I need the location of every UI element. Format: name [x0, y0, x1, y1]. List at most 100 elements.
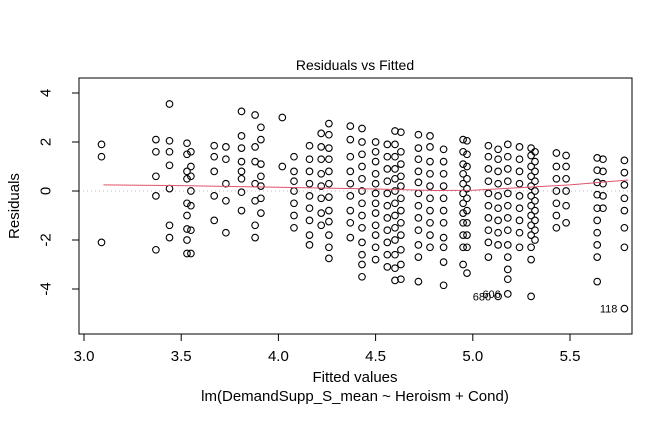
- data-point: [459, 169, 467, 178]
- data-point: [552, 187, 561, 195]
- data-point: [459, 160, 467, 168]
- data-point: [325, 179, 333, 188]
- data-point: [257, 209, 265, 217]
- data-point: [515, 204, 524, 213]
- data-point: [527, 243, 535, 252]
- data-point: [222, 228, 230, 237]
- x-tick-label: 4.5: [365, 348, 386, 365]
- data-point: [515, 155, 524, 164]
- data-point: [290, 152, 298, 161]
- data-point: [317, 221, 326, 230]
- data-point: [527, 221, 535, 230]
- data-point: [317, 182, 326, 190]
- data-point: [371, 255, 380, 264]
- data-point: [463, 231, 471, 239]
- x-tick-label: 3.0: [74, 348, 95, 365]
- data-point: [515, 167, 524, 176]
- data-point: [439, 157, 448, 166]
- data-point: [358, 138, 366, 146]
- data-point: [463, 136, 471, 145]
- data-point: [152, 192, 160, 200]
- data-point: [358, 150, 366, 159]
- data-point: [459, 209, 467, 217]
- data-point: [358, 238, 366, 247]
- data-point: [358, 223, 366, 232]
- data-point: [383, 214, 392, 222]
- x-tick-label: 5.5: [560, 348, 581, 365]
- data-point: [187, 162, 195, 171]
- data-point: [459, 135, 467, 144]
- data-point: [531, 216, 539, 225]
- data-point: [278, 162, 287, 171]
- data-point: [484, 253, 493, 261]
- data-point: [222, 179, 230, 188]
- data-point: [503, 265, 512, 274]
- data-point: [620, 156, 629, 165]
- data-point: [317, 209, 326, 217]
- data-point: [439, 169, 448, 178]
- data-point: [325, 231, 333, 239]
- data-point: [397, 260, 405, 269]
- data-point: [494, 179, 502, 188]
- data-point: [593, 166, 602, 175]
- outlier-label: 606: [482, 289, 500, 301]
- data-point: [397, 245, 405, 254]
- data-point: [358, 187, 366, 195]
- data-point: [183, 225, 191, 233]
- data-point: [463, 174, 471, 183]
- data-point: [346, 206, 355, 215]
- data-point: [383, 263, 392, 271]
- data-point: [552, 149, 561, 157]
- data-point: [358, 162, 366, 171]
- data-point: [484, 226, 493, 235]
- data-point: [152, 135, 160, 144]
- data-point: [183, 174, 191, 183]
- data-point: [620, 168, 629, 177]
- data-point: [463, 150, 471, 159]
- data-point: [527, 144, 535, 152]
- data-point: [593, 277, 602, 286]
- data-point: [290, 167, 298, 176]
- y-tick-label: -2: [38, 233, 55, 246]
- data-point: [187, 147, 195, 156]
- data-point: [515, 179, 524, 188]
- data-point: [383, 250, 392, 259]
- data-point: [494, 192, 502, 200]
- data-point: [494, 241, 502, 249]
- data-point: [527, 292, 535, 301]
- data-point: [527, 255, 535, 264]
- data-point: [459, 243, 467, 252]
- data-point: [237, 107, 246, 116]
- data-point: [527, 231, 535, 239]
- data-point: [552, 199, 561, 208]
- data-point: [187, 226, 195, 235]
- data-point: [503, 290, 512, 298]
- data-point: [317, 194, 326, 203]
- data-point: [358, 199, 366, 208]
- data-point: [391, 264, 399, 273]
- y-axis-label: Residuals: [6, 173, 23, 239]
- data-point: [562, 201, 570, 210]
- data-point: [391, 187, 399, 195]
- data-point: [599, 192, 607, 200]
- data-point: [383, 238, 392, 247]
- data-point: [484, 189, 493, 198]
- data-point: [371, 231, 380, 239]
- data-point: [183, 199, 191, 208]
- data-point: [165, 147, 174, 156]
- data-point: [515, 192, 524, 200]
- data-point: [317, 155, 326, 164]
- data-point: [426, 243, 434, 252]
- data-point: [426, 206, 434, 215]
- data-point: [459, 147, 467, 156]
- data-point: [187, 201, 195, 210]
- data-point: [426, 169, 434, 178]
- data-point: [426, 182, 434, 190]
- data-point: [503, 275, 512, 284]
- data-point: [257, 123, 265, 132]
- data-point: [562, 187, 570, 195]
- data-point: [397, 194, 405, 203]
- data-point: [383, 152, 392, 161]
- data-point: [494, 155, 502, 164]
- data-point: [414, 277, 423, 286]
